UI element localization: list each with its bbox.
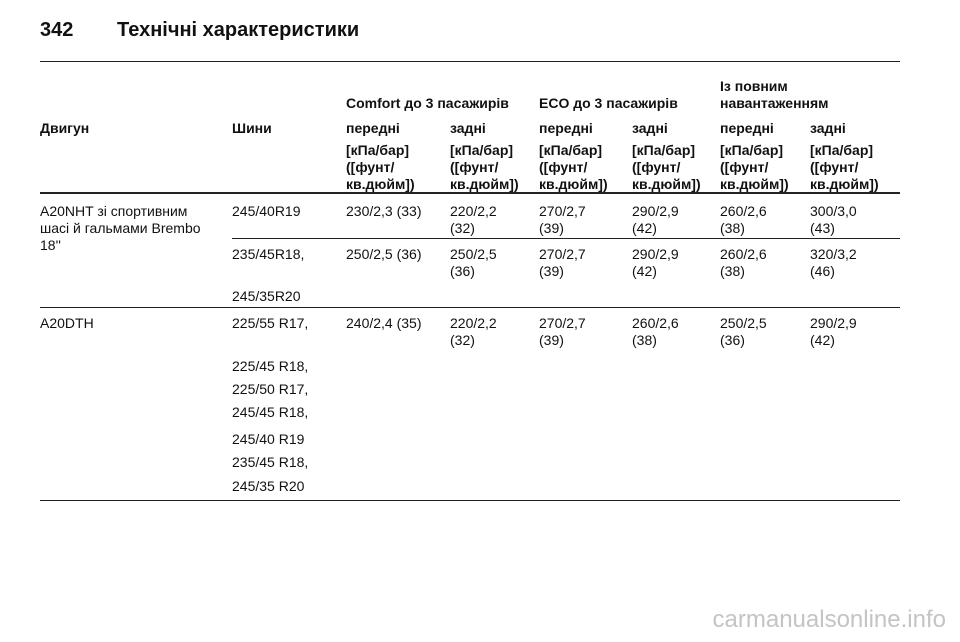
header-rule bbox=[40, 61, 900, 62]
tyre-cell: 225/45 R18, bbox=[232, 358, 309, 374]
pressure-cell: 250/2,5 (36) bbox=[346, 246, 422, 262]
table-head-rule bbox=[40, 192, 900, 194]
column-header: Шини bbox=[232, 120, 272, 136]
pressure-cell: 270/2,7 (39) bbox=[539, 203, 586, 236]
tyre-cell: 235/45 R18, bbox=[232, 454, 309, 470]
pressure-cell: 290/2,9 (42) bbox=[632, 246, 679, 279]
engine-cell: A20NHT зі спортивним шасі й гальмами Bre… bbox=[40, 203, 201, 253]
pressure-cell: 220/2,2 (32) bbox=[450, 315, 497, 348]
tyre-cell: 245/40 R19 bbox=[232, 431, 305, 447]
pressure-cell: 240/2,4 (35) bbox=[346, 315, 422, 331]
pressure-cell: 230/2,3 (33) bbox=[346, 203, 422, 219]
unit-header: [кПа/бар] ([фунт/ кв.дюйм]) bbox=[346, 142, 415, 192]
row-rule bbox=[40, 307, 900, 308]
pressure-cell: 270/2,7 (39) bbox=[539, 246, 586, 279]
tyre-cell: 245/35 R20 bbox=[232, 478, 305, 494]
column-header: Двигун bbox=[40, 120, 90, 136]
column-header: передні bbox=[720, 120, 774, 136]
pressure-cell: 260/2,6 (38) bbox=[720, 246, 767, 279]
watermark: carmanualsonline.info bbox=[712, 606, 946, 633]
tyre-cell: 245/45 R18, bbox=[232, 404, 309, 420]
pressure-cell: 270/2,7 (39) bbox=[539, 315, 586, 348]
pressure-cell: 320/3,2 (46) bbox=[810, 246, 857, 279]
column-header: передні bbox=[539, 120, 593, 136]
group-header: Comfort до 3 пасажирів bbox=[346, 95, 509, 111]
tyre-cell: 225/50 R17, bbox=[232, 381, 309, 397]
pressure-cell: 290/2,9 (42) bbox=[632, 203, 679, 236]
pressure-cell: 250/2,5 (36) bbox=[450, 246, 497, 279]
unit-header: [кПа/бар] ([фунт/ кв.дюйм]) bbox=[539, 142, 608, 192]
pressure-cell: 300/3,0 (43) bbox=[810, 203, 857, 236]
group-header: Із повним навантаженням bbox=[720, 78, 829, 111]
unit-header: [кПа/бар] ([фунт/ кв.дюйм]) bbox=[720, 142, 789, 192]
table-bottom-rule bbox=[40, 500, 900, 501]
group-header: ECO до 3 пасажирів bbox=[539, 95, 678, 111]
pressure-cell: 260/2,6 (38) bbox=[720, 203, 767, 236]
pressure-cell: 250/2,5 (36) bbox=[720, 315, 767, 348]
tyre-cell: 245/40R19 bbox=[232, 203, 301, 219]
unit-header: [кПа/бар] ([фунт/ кв.дюйм]) bbox=[632, 142, 701, 192]
page-title: Технічні характеристики bbox=[117, 19, 360, 41]
pressure-cell: 260/2,6 (38) bbox=[632, 315, 679, 348]
tyre-cell: 225/55 R17, bbox=[232, 315, 309, 331]
page-number: 342 bbox=[40, 19, 74, 41]
column-header: задні bbox=[632, 120, 668, 136]
unit-header: [кПа/бар] ([фунт/ кв.дюйм]) bbox=[450, 142, 519, 192]
engine-cell: A20DTH bbox=[40, 315, 94, 331]
column-header: передні bbox=[346, 120, 400, 136]
column-header: задні bbox=[810, 120, 846, 136]
column-header: задні bbox=[450, 120, 486, 136]
row-rule bbox=[232, 238, 900, 239]
pressure-cell: 290/2,9 (42) bbox=[810, 315, 857, 348]
pressure-cell: 220/2,2 (32) bbox=[450, 203, 497, 236]
unit-header: [кПа/бар] ([фунт/ кв.дюйм]) bbox=[810, 142, 879, 192]
tyre-cell: 235/45R18, bbox=[232, 246, 305, 262]
tyre-cell: 245/35R20 bbox=[232, 288, 301, 304]
